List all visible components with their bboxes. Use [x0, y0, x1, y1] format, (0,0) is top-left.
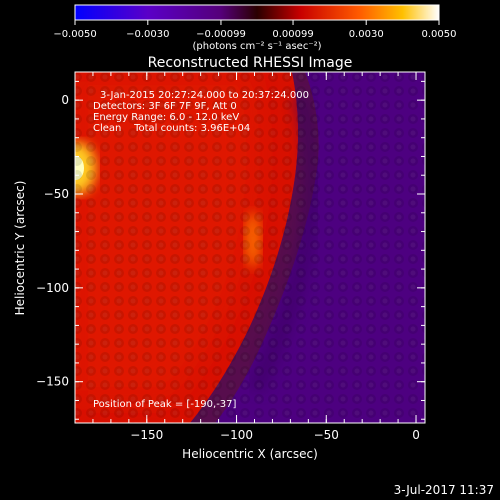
y-tick-label: −150 — [36, 375, 69, 389]
colorbar-tick-label: −0.00099 — [196, 29, 246, 40]
x-axis-label: Heliocentric X (arcsec) — [182, 447, 318, 461]
x-tick-label: −50 — [314, 428, 339, 442]
plot-frame — [74, 71, 426, 424]
peak-position-label: Position of Peak = [-190,-37] — [93, 399, 237, 410]
annotation-detectors: Detectors: 3F 6F 7F 9F, Att 0 — [93, 101, 237, 112]
colorbar-tick-label: −0.0030 — [126, 29, 169, 40]
y-tick-label: −100 — [36, 281, 69, 295]
footer-timestamp: 3-Jul-2017 11:37 — [394, 483, 494, 497]
y-tick-label: −50 — [44, 187, 69, 201]
colorbar-unit-label: (photons cm⁻² s⁻¹ asec⁻²) — [192, 41, 321, 52]
colorbar-ticks: −0.0050 −0.0030 −0.00099 0.00099 0.0030 0.005… — [53, 20, 457, 40]
heatmap-image — [75, 72, 425, 423]
y-axis-label: Heliocentric Y (arcsec) — [13, 181, 27, 316]
y-axis: 0 −50 −100 −150 — [36, 80, 425, 420]
annotation-block: 3-Jan-2015 20:27:24.000 to 20:37:24.000 … — [93, 90, 309, 134]
x-axis: −150 −100 −50 0 — [92, 72, 420, 442]
annotation-energy-range: Energy Range: 6.0 - 12.0 keV — [93, 112, 239, 123]
annotation-time-range: 3-Jan-2015 20:27:24.000 to 20:37:24.000 — [100, 90, 309, 101]
annotation-clean-counts: Clean Total counts: 3.96E+04 — [93, 123, 250, 134]
colorbar-tick-label: 0.00099 — [272, 29, 313, 40]
chart-title: Reconstructed RHESSI Image — [148, 55, 353, 71]
colorbar-tick-label: −0.0050 — [53, 29, 96, 40]
x-tick-label: −150 — [130, 428, 163, 442]
x-tick-label: −100 — [220, 428, 253, 442]
colorbar-tick-label: 0.0050 — [422, 29, 457, 40]
x-tick-label: 0 — [412, 428, 420, 442]
colorbar — [74, 4, 440, 21]
y-tick-label: 0 — [61, 93, 69, 107]
colorbar-tick-label: 0.0030 — [349, 29, 384, 40]
